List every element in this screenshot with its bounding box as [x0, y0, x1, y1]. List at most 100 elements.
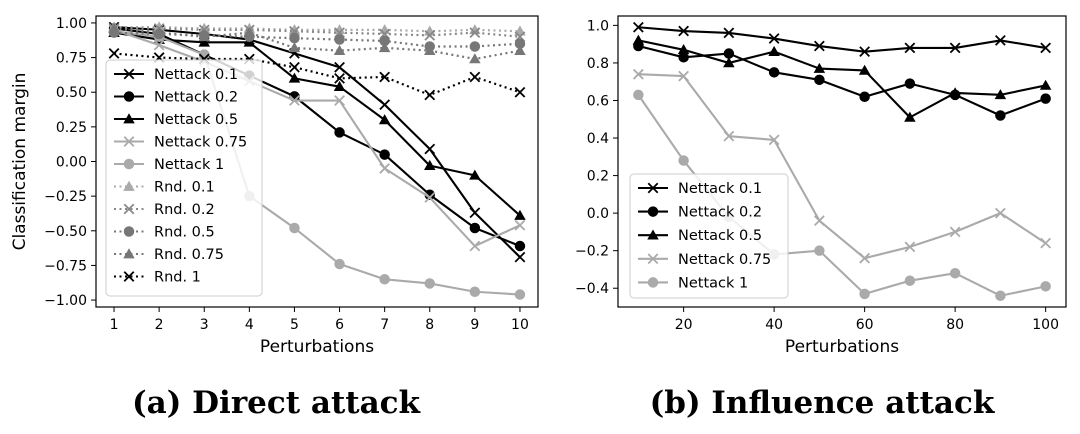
legend-label: Rnd. 0.1 — [154, 180, 215, 196]
data-point — [723, 130, 735, 142]
data-point — [723, 57, 735, 68]
data-point — [424, 143, 436, 155]
data-point — [334, 258, 345, 270]
data-point — [768, 67, 780, 78]
legend-item-nettack-0-75: Nettack 0.75 — [114, 135, 247, 151]
data-point — [334, 61, 345, 73]
legend-label: Nettack 0.5 — [678, 228, 762, 244]
y-tick-label: −0.25 — [44, 189, 87, 205]
series-line — [638, 73, 1047, 260]
y-axis-label: Classification margin — [10, 73, 30, 251]
y-tick-label: 0.75 — [56, 51, 87, 67]
legend-label: Nettack 0.2 — [678, 205, 762, 221]
data-point — [904, 111, 916, 122]
legend-marker — [647, 206, 659, 217]
plot-frame — [95, 15, 539, 308]
legend-item-nettack-0-2: Nettack 0.2 — [638, 205, 762, 221]
data-point — [859, 91, 870, 102]
legend-item-nettack-1: Nettack 1 — [114, 157, 224, 173]
data-point — [514, 289, 526, 300]
data-point — [632, 34, 645, 45]
x-tick-label: 10 — [511, 317, 529, 333]
x-tick-label: 4 — [245, 317, 254, 333]
x-tick-label: 80 — [946, 317, 964, 333]
legend-marker — [123, 158, 135, 170]
legend-marker — [647, 277, 659, 288]
series-nettack-1 — [633, 89, 1051, 301]
data-point — [469, 207, 481, 219]
data-point — [469, 286, 481, 298]
y-tick-label: −0.50 — [44, 224, 87, 240]
legend-item-nettack-0-5: Nettack 0.5 — [638, 228, 762, 244]
legend-item-nettack-1: Nettack 1 — [638, 275, 748, 291]
legend-label: Nettack 0.1 — [678, 181, 762, 197]
legend-label: Nettack 0.1 — [154, 67, 238, 83]
data-point — [949, 267, 961, 279]
data-point — [904, 42, 916, 54]
data-point — [334, 34, 345, 45]
data-point — [678, 70, 690, 82]
data-point — [288, 42, 301, 53]
legend-item-nettack-0-5: Nettack 0.5 — [114, 112, 238, 128]
data-point — [424, 30, 436, 41]
data-point — [514, 251, 526, 263]
data-point — [633, 89, 644, 101]
data-point — [153, 39, 165, 51]
legend-item-nettack-0-2: Nettack 0.2 — [114, 90, 238, 106]
legend-label: Nettack 0.5 — [154, 112, 238, 128]
legend-box — [629, 173, 789, 299]
series-line — [638, 39, 1046, 119]
data-point — [379, 71, 391, 83]
data-point — [469, 240, 481, 252]
data-point — [1040, 237, 1052, 249]
y-tick-label: −0.75 — [44, 258, 87, 274]
series-line — [113, 27, 521, 248]
data-point — [153, 21, 165, 32]
data-point — [289, 32, 300, 44]
data-point — [289, 222, 300, 234]
data-point — [1040, 281, 1051, 292]
data-point — [424, 89, 436, 101]
x-tick-label: 1 — [110, 317, 119, 333]
data-point — [198, 36, 210, 47]
data-point — [768, 45, 780, 56]
legend-label: Rnd. 0.75 — [154, 247, 224, 263]
data-point — [813, 215, 825, 227]
legend-label: Nettack 0.75 — [678, 252, 771, 268]
x-tick-label: 9 — [470, 317, 479, 333]
legend: Nettack 0.1 Nettack 0.2 Nettack 0.5 Nettack… — [629, 173, 789, 299]
data-point — [379, 163, 391, 174]
data-point — [333, 80, 346, 91]
legend-marker — [647, 229, 659, 240]
data-point — [469, 27, 481, 39]
data-point — [995, 110, 1006, 121]
data-point — [678, 25, 690, 37]
legend-item-nettack-0-75: Nettack 0.75 — [638, 252, 771, 268]
data-point — [334, 72, 345, 84]
legend-marker — [123, 180, 135, 191]
legend-marker — [123, 91, 135, 102]
plot-frame — [617, 15, 1067, 308]
series-line — [114, 25, 520, 33]
legend-item-rnd-0-1: Rnd. 0.1 — [114, 180, 215, 196]
data-point — [768, 134, 780, 146]
data-point — [469, 169, 481, 180]
series-line — [113, 26, 521, 258]
data-point — [334, 127, 345, 138]
legend-marker — [123, 226, 135, 237]
legend-marker — [123, 203, 135, 215]
data-point — [379, 149, 390, 160]
legend-item-nettack-0-1: Nettack 0.1 — [114, 67, 238, 83]
legend-marker — [123, 136, 135, 147]
data-point — [677, 44, 690, 55]
data-point — [994, 207, 1006, 219]
data-point — [904, 275, 916, 286]
x-tick-label: 3 — [200, 317, 209, 333]
legend: Nettack 0.1 Nettack 0.2 Nettack 0.5 Nettack… — [105, 59, 263, 297]
series-line — [114, 27, 521, 38]
data-point — [994, 89, 1007, 100]
data-point — [949, 87, 961, 98]
data-point — [469, 71, 481, 83]
data-point — [379, 274, 390, 285]
data-point — [424, 192, 436, 203]
